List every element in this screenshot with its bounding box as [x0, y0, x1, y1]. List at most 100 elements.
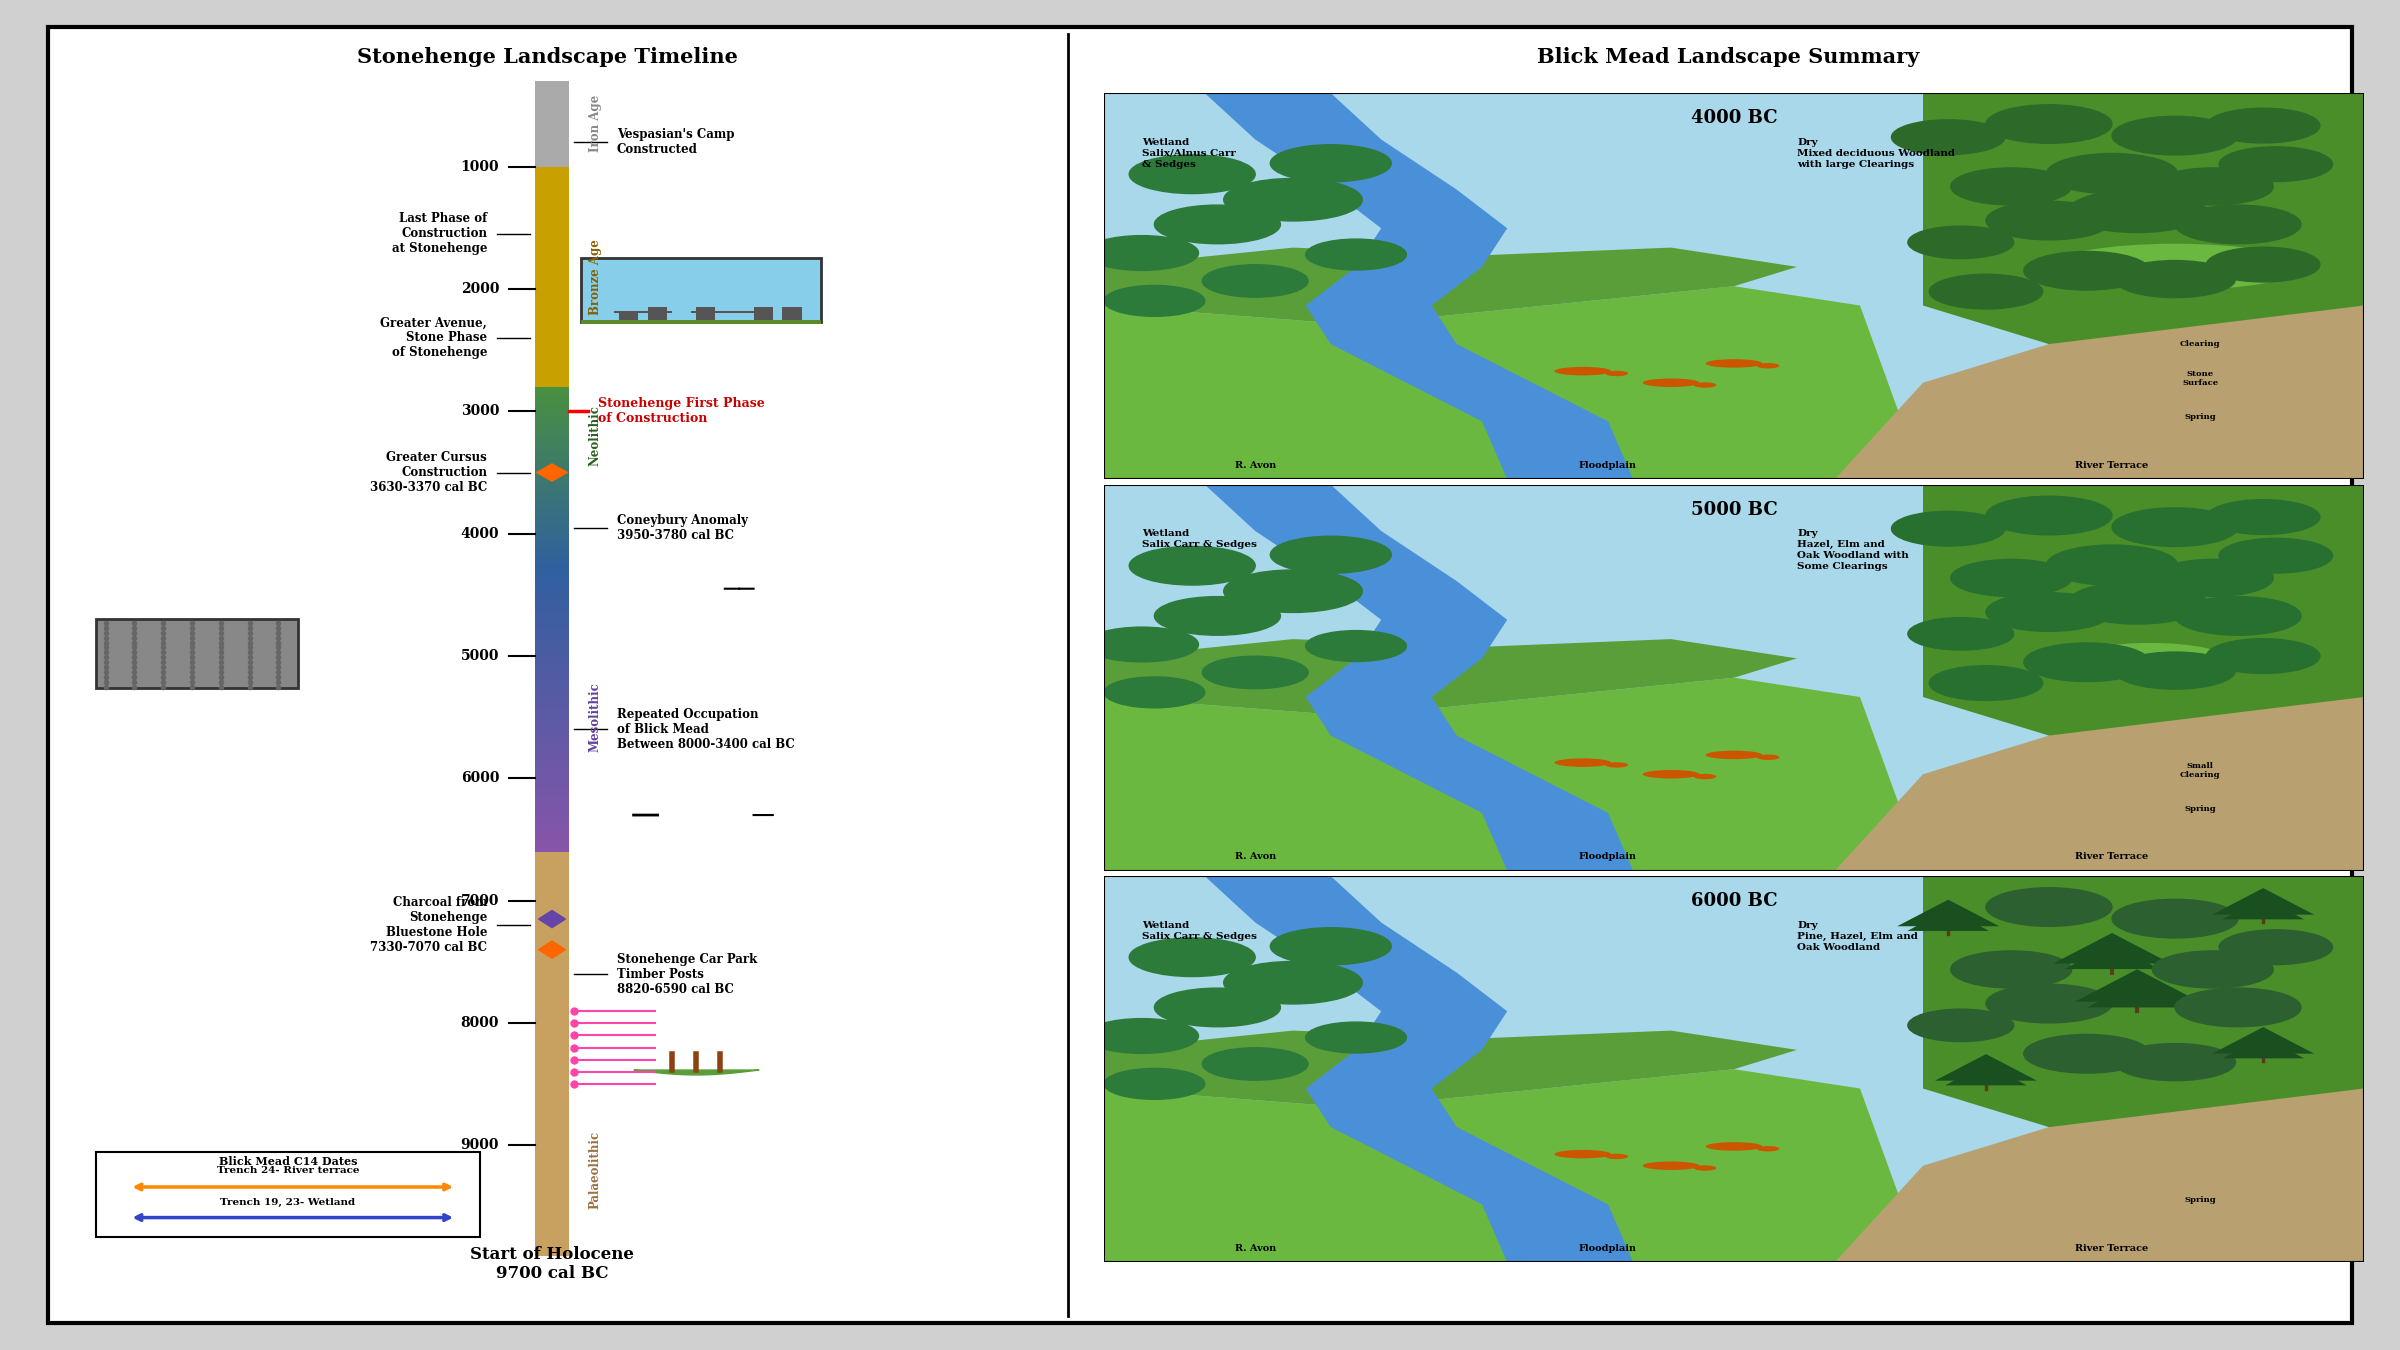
Bar [535, 1072, 569, 1073]
Bar [535, 1204, 569, 1206]
Bar [535, 859, 569, 861]
Bar [535, 725, 569, 726]
Polygon shape [1922, 93, 2364, 344]
Bar [535, 512, 569, 513]
Bar [535, 1152, 569, 1153]
Bar [535, 625, 569, 628]
Bar [535, 220, 569, 221]
Bar [535, 134, 569, 136]
Circle shape [2069, 190, 2206, 232]
Bar [535, 640, 569, 643]
Polygon shape [2064, 944, 2160, 969]
Bar [535, 818, 569, 819]
Text: Repeated Occupation
of Blick Mead
Between 8000-3400 cal BC: Repeated Occupation of Blick Mead Betwee… [617, 707, 794, 751]
Bar [535, 923, 569, 925]
Bar [535, 293, 569, 296]
Bar [535, 603, 569, 605]
Bar [535, 1050, 569, 1052]
Bar [535, 643, 569, 644]
Bar [535, 485, 569, 486]
Bar [535, 733, 569, 736]
Bar [535, 544, 569, 547]
Bar [535, 776, 569, 778]
Bar [535, 273, 569, 275]
Bar [535, 589, 569, 590]
Bar [535, 705, 569, 706]
Bar [535, 918, 569, 919]
Bar [535, 302, 569, 304]
Bar [535, 127, 569, 128]
Bar [535, 599, 569, 602]
Bar [535, 1114, 569, 1116]
Bar [535, 1138, 569, 1139]
Bar [535, 158, 569, 159]
Bar [535, 942, 569, 944]
Bar [535, 634, 569, 636]
Bar [535, 1203, 569, 1204]
Bar [535, 196, 569, 198]
Bar [535, 802, 569, 803]
Circle shape [1270, 536, 1392, 574]
Bar [535, 720, 569, 721]
Bar [619, 309, 638, 320]
Bar [535, 973, 569, 975]
Bar [535, 917, 569, 918]
Bar [535, 925, 569, 927]
Bar [535, 410, 569, 413]
Bar [535, 999, 569, 1000]
Bar [535, 956, 569, 958]
Bar [535, 822, 569, 824]
Bar [535, 1045, 569, 1046]
Ellipse shape [1606, 371, 1627, 377]
Bar [535, 338, 569, 339]
Bar [535, 850, 569, 853]
Polygon shape [2088, 980, 2186, 1007]
Circle shape [2220, 930, 2333, 964]
Bar [535, 852, 569, 853]
Ellipse shape [1642, 378, 1699, 387]
Bar [581, 320, 821, 324]
Bar [535, 336, 569, 338]
Text: R. Avon: R. Avon [1234, 460, 1277, 470]
Text: 5000 BC: 5000 BC [1690, 501, 1778, 518]
Bar [535, 1235, 569, 1237]
Bar [535, 1220, 569, 1223]
Bar [535, 714, 569, 716]
Bar [535, 170, 569, 173]
Bar [535, 752, 569, 753]
Bar [535, 1041, 569, 1042]
Bar [535, 736, 569, 737]
Bar [535, 312, 569, 313]
Bar [535, 1215, 569, 1216]
Bar [535, 154, 569, 157]
Bar [535, 1119, 569, 1122]
Bar [535, 950, 569, 953]
Text: Wetland
Salix Carr & Sedges: Wetland Salix Carr & Sedges [1142, 529, 1258, 549]
Bar [535, 526, 569, 528]
Bar [535, 373, 569, 374]
Bar [535, 1056, 569, 1057]
Bar [535, 1162, 569, 1164]
Bar [535, 348, 569, 350]
Text: Dry
Pine, Hazel, Elm and
Oak Woodland: Dry Pine, Hazel, Elm and Oak Woodland [1798, 921, 1918, 952]
Bar [535, 258, 569, 261]
Bar [535, 1057, 569, 1060]
Bar [535, 122, 569, 123]
Circle shape [2174, 205, 2302, 244]
Bar [535, 948, 569, 949]
Bar [535, 1085, 569, 1087]
Bar [535, 180, 569, 181]
Bar [535, 578, 569, 579]
Bar [535, 594, 569, 597]
Text: Small
Clearing: Small Clearing [2179, 761, 2220, 779]
Text: Palaeolithic: Palaeolithic [588, 1131, 602, 1208]
Bar [535, 277, 569, 278]
Bar [535, 842, 569, 844]
Bar [535, 608, 569, 609]
Bar [535, 1011, 569, 1014]
Bar [535, 732, 569, 733]
Bar [535, 680, 569, 682]
Bar [535, 864, 569, 867]
Bar [535, 421, 569, 424]
Text: Trench 24- River terrace: Trench 24- River terrace [216, 1166, 360, 1176]
